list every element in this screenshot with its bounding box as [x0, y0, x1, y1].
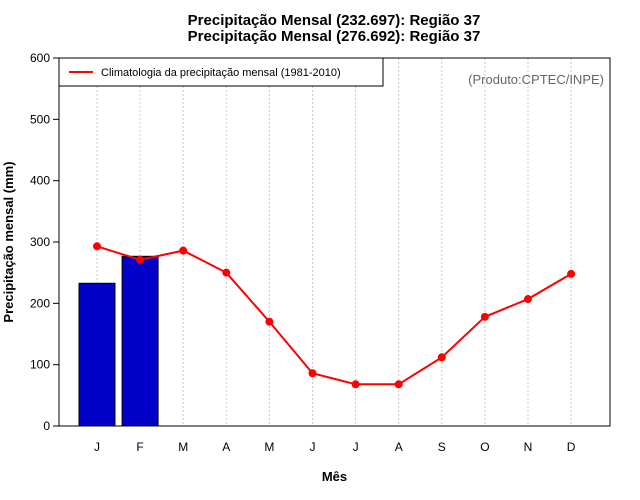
climatology-point	[480, 312, 489, 321]
x-tick-label: N	[524, 440, 533, 454]
climatology-point	[524, 295, 532, 304]
legend-label: Climatologia da precipitação mensal (198…	[101, 67, 341, 79]
y-tick-label: 400	[30, 174, 50, 188]
climatology-point	[351, 380, 360, 389]
legend-box	[58, 57, 384, 87]
climatology-point	[265, 317, 274, 326]
x-tick-label: A	[395, 440, 403, 454]
bar-F	[121, 255, 159, 427]
y-tick-label: 300	[30, 235, 50, 249]
climatology-point	[136, 255, 145, 264]
climatology-line	[96, 245, 572, 386]
x-tick-label: J	[353, 440, 359, 454]
x-tick-label: J	[310, 440, 316, 454]
climatology-point	[437, 353, 446, 362]
chart-title-line-1: Precipitação Mensal (232.697): Região 37	[187, 12, 481, 29]
x-tick-label: A	[222, 440, 230, 454]
climatology-point	[308, 369, 317, 378]
y-tick-label: 0	[43, 419, 50, 433]
x-tick-label: O	[480, 440, 489, 454]
y-axis-title: Precipitação mensal (mm)	[1, 161, 16, 322]
climatology-point	[93, 242, 101, 251]
bar-J	[78, 282, 116, 427]
y-tick-label: 500	[30, 112, 50, 126]
climatology-point	[394, 380, 403, 389]
x-tick-label: D	[567, 440, 576, 454]
climatology-point	[567, 269, 576, 278]
chart-title-line-2: Precipitação Mensal (276.692): Região 37	[187, 28, 481, 45]
climatology-point	[179, 246, 188, 255]
x-tick-label: M	[178, 440, 188, 454]
x-tick-label: S	[438, 440, 446, 454]
y-tick-label: 600	[30, 51, 50, 65]
x-axis-title: Mês	[322, 469, 347, 484]
x-tick-label: F	[136, 440, 143, 454]
climatology-point	[222, 268, 231, 277]
y-tick-label: 100	[30, 358, 50, 372]
credit-text: (Produto:CPTEC/INPE)	[468, 72, 604, 87]
x-tick-label: M	[264, 440, 274, 454]
y-tick-label: 200	[30, 296, 50, 310]
x-tick-label: J	[94, 440, 100, 454]
